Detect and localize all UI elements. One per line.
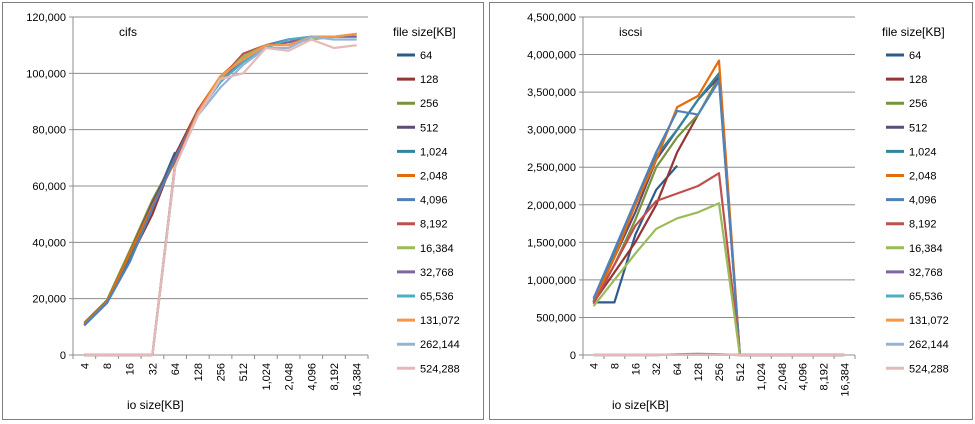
x-tick-label: 4,096 bbox=[306, 363, 318, 391]
legend-label: 512 bbox=[909, 122, 927, 134]
series-line bbox=[83, 35, 312, 327]
x-tick-label: 128 bbox=[193, 363, 205, 381]
legend-label: 4,096 bbox=[909, 195, 937, 207]
x-tick-label: 256 bbox=[714, 363, 726, 381]
x-tick-label: 1,024 bbox=[756, 363, 768, 391]
legend-label: 256 bbox=[420, 98, 438, 110]
x-tick-label: 512 bbox=[735, 363, 747, 381]
legend-label: 262,144 bbox=[909, 339, 949, 351]
legend-label: 32,768 bbox=[909, 267, 943, 279]
x-tick-label: 8,192 bbox=[819, 363, 831, 391]
series-line bbox=[84, 32, 357, 357]
x-tick-label: 8,192 bbox=[329, 363, 341, 391]
x-tick-label: 512 bbox=[238, 363, 250, 381]
x-tick-label: 64 bbox=[672, 363, 684, 375]
x-tick-label: 32 bbox=[147, 363, 159, 375]
x-tick-label: 16,384 bbox=[840, 363, 852, 397]
legend-label: 2,048 bbox=[420, 171, 448, 183]
chart-cifs: 0 20,000 40,000 60,000 80,000 100,000 120,000 4… bbox=[26, 12, 460, 412]
series-line bbox=[83, 109, 199, 327]
x-tick-label: 128 bbox=[693, 363, 705, 381]
legend-title: file size[KB] bbox=[882, 25, 945, 39]
y-tick-label: 2,500,000 bbox=[527, 162, 576, 174]
series-line bbox=[84, 35, 357, 357]
series-line bbox=[592, 202, 845, 357]
legend-label: 128 bbox=[420, 74, 438, 86]
y-tick-label: 100,000 bbox=[26, 68, 66, 80]
x-axis-title: io size[KB] bbox=[127, 398, 184, 412]
legend-label: 16,384 bbox=[420, 243, 454, 255]
y-tick-label: 4,000,000 bbox=[527, 50, 576, 62]
legend-label: 131,072 bbox=[909, 315, 949, 327]
y-tick-label: 80,000 bbox=[32, 125, 66, 137]
y-tick-label: 120,000 bbox=[26, 12, 66, 24]
x-tick-label: 16 bbox=[125, 363, 137, 375]
y-tick-label: 3,500,000 bbox=[527, 87, 576, 99]
x-tick-label: 64 bbox=[170, 363, 182, 375]
legend-label: 524,288 bbox=[420, 363, 460, 375]
y-tick-label: 60,000 bbox=[32, 181, 66, 193]
series-line bbox=[592, 114, 700, 304]
legend-label: 1,024 bbox=[420, 146, 448, 158]
legend-title: file size[KB] bbox=[393, 25, 456, 39]
chart-title: cifs bbox=[119, 25, 137, 39]
chart-panel-cifs: 0 20,000 40,000 60,000 80,000 100,000 120,000 4… bbox=[2, 2, 484, 420]
legend-label: 131,072 bbox=[420, 315, 460, 327]
y-tick-label: 0 bbox=[60, 350, 66, 362]
legend-label: 16,384 bbox=[909, 243, 943, 255]
series-line bbox=[592, 172, 845, 357]
series-line bbox=[84, 35, 357, 357]
y-tick-label: 20,000 bbox=[32, 294, 66, 306]
y-tick-label: 3,000,000 bbox=[527, 125, 576, 137]
x-tick-label: 1,024 bbox=[261, 363, 273, 391]
y-tick-label: 2,000,000 bbox=[527, 200, 576, 212]
legend-label: 262,144 bbox=[420, 339, 460, 351]
legend-label: 8,192 bbox=[420, 219, 448, 231]
x-tick-label: 16 bbox=[630, 363, 642, 375]
legend-label: 512 bbox=[420, 122, 438, 134]
legend-label: 65,536 bbox=[909, 291, 943, 303]
x-tick-label: 2,048 bbox=[777, 363, 789, 391]
legend-label: 64 bbox=[420, 50, 432, 62]
series-line bbox=[84, 38, 357, 357]
x-tick-label: 4 bbox=[588, 363, 600, 369]
legend-label: 524,288 bbox=[909, 363, 949, 375]
legend-label: 256 bbox=[909, 98, 927, 110]
chart-iscsi: 0 500,000 1,000,000 1,500,000 2,000,000 2,500… bbox=[527, 12, 949, 412]
series-line bbox=[84, 35, 334, 357]
legend-label: 1,024 bbox=[909, 146, 937, 158]
y-tick-label: 0 bbox=[570, 350, 576, 362]
chart-panel-iscsi: 0 500,000 1,000,000 1,500,000 2,000,000 2,500… bbox=[489, 2, 973, 420]
y-tick-label: 40,000 bbox=[32, 237, 66, 249]
x-tick-label: 256 bbox=[216, 363, 228, 381]
x-tick-label: 4 bbox=[79, 363, 91, 369]
x-tick-label: 32 bbox=[651, 363, 663, 375]
y-tick-label: 1,500,000 bbox=[527, 237, 576, 249]
x-tick-label: 16,384 bbox=[352, 363, 364, 397]
y-tick-label: 500,000 bbox=[536, 312, 576, 324]
legend-label: 128 bbox=[909, 74, 927, 86]
x-axis-title: io size[KB] bbox=[612, 398, 669, 412]
y-tick-label: 4,500,000 bbox=[527, 12, 576, 24]
x-tick-label: 8 bbox=[102, 363, 114, 369]
series-line bbox=[593, 164, 679, 304]
x-tick-label: 4,096 bbox=[798, 363, 810, 391]
series-line bbox=[84, 35, 357, 357]
y-tick-label: 1,000,000 bbox=[527, 275, 576, 287]
legend-label: 65,536 bbox=[420, 291, 454, 303]
legend-label: 32,768 bbox=[420, 267, 454, 279]
x-tick-label: 8 bbox=[609, 363, 621, 369]
series-line bbox=[83, 58, 244, 325]
legend-label: 64 bbox=[909, 50, 921, 62]
chart-title: iscsi bbox=[619, 25, 642, 39]
series-line bbox=[83, 44, 267, 327]
x-tick-label: 2,048 bbox=[284, 363, 296, 391]
legend-label: 4,096 bbox=[420, 195, 448, 207]
legend-label: 2,048 bbox=[909, 171, 937, 183]
legend-label: 8,192 bbox=[909, 219, 937, 231]
